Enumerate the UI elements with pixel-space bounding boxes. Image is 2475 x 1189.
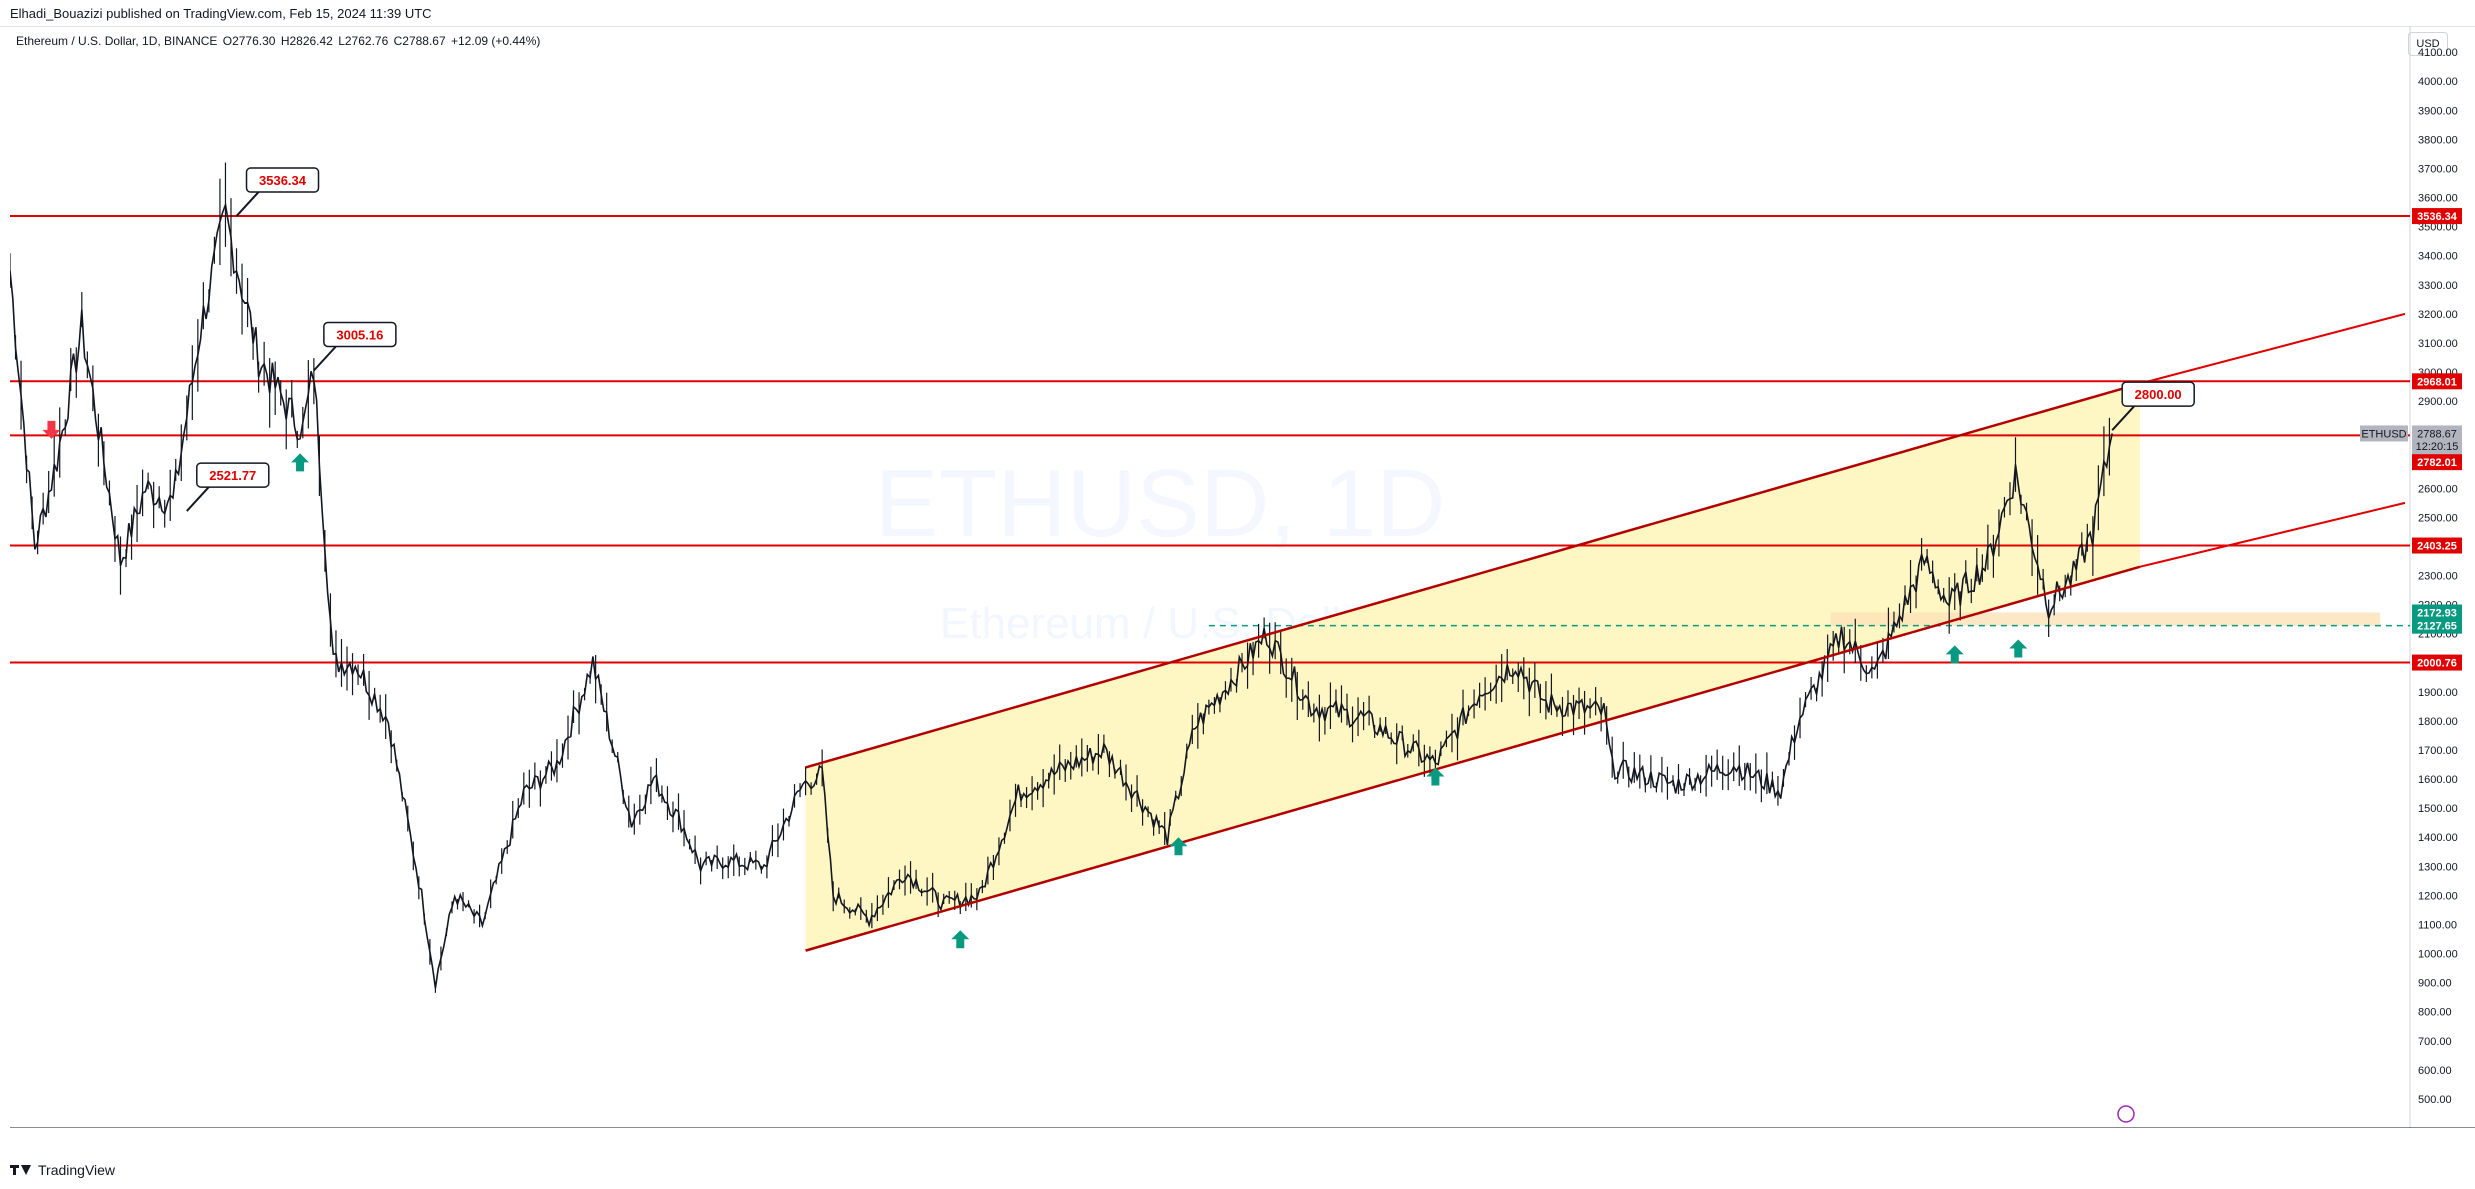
callout-pointer xyxy=(2111,405,2135,431)
y-tick-label: 1400.00 xyxy=(2418,832,2458,844)
callout-label: 3005.16 xyxy=(336,328,383,343)
callout-box xyxy=(323,321,397,348)
arrow-up-icon xyxy=(2009,639,2028,658)
y-tick-label: 1500.00 xyxy=(2418,803,2458,815)
low-value: L2762.76 xyxy=(338,34,389,48)
callout-box xyxy=(196,462,270,488)
axis-price-badge xyxy=(2412,425,2462,442)
axis-price-badge xyxy=(2412,617,2462,634)
arrow-up-icon xyxy=(1426,767,1445,786)
axis-price-text: 2968.01 xyxy=(2417,376,2457,388)
channel-fill xyxy=(805,383,2140,951)
y-tick-label: 700.00 xyxy=(2418,1036,2452,1048)
currency-button[interactable]: USD xyxy=(2408,32,2448,56)
channel-lower-extension xyxy=(2139,501,2406,568)
support-zone xyxy=(1830,612,2381,626)
axis-price-text: 3536.34 xyxy=(2417,211,2458,223)
axis-price-badge xyxy=(2412,373,2462,390)
y-tick-label: 3600.00 xyxy=(2418,193,2458,205)
axis-price-text: 2782.01 xyxy=(2417,457,2457,469)
axis-price-badge xyxy=(2412,537,2462,554)
symbol-info: Ethereum / U.S. Dollar, 1D, BINANCE O277… xyxy=(16,34,542,48)
y-tick-label: 4100.00 xyxy=(2418,47,2458,59)
y-tick-label: 2900.00 xyxy=(2418,396,2458,408)
y-tick-label: 3300.00 xyxy=(2418,280,2458,292)
channel-upper-line xyxy=(805,382,2141,769)
axis-price-badge xyxy=(2412,604,2462,621)
arrow-up-icon xyxy=(951,930,970,949)
axis-price-badge xyxy=(2412,454,2462,471)
brand-name: TradingView xyxy=(38,1162,116,1178)
open-value: O2776.30 xyxy=(222,34,276,48)
y-tick-label: 1000.00 xyxy=(2418,949,2458,961)
arrow-up-icon xyxy=(291,453,310,472)
axis-price-text: 2788.67 xyxy=(2417,428,2457,440)
callout-pointer xyxy=(313,345,337,372)
axis-price-text: 2403.25 xyxy=(2417,541,2457,553)
change-value: +12.09 (+0.44%) xyxy=(451,34,541,48)
axis-price-text: 2127.65 xyxy=(2417,621,2457,633)
axis-symbol-text: ETHUSD xyxy=(2361,428,2406,440)
y-tick-label: 1700.00 xyxy=(2418,745,2458,757)
publish-info: Elhadi_Bouazizi published on TradingView… xyxy=(10,6,432,21)
y-tick-label: 3100.00 xyxy=(2418,338,2458,350)
y-tick-label: 900.00 xyxy=(2418,978,2452,990)
y-tick-label: 1200.00 xyxy=(2418,890,2458,902)
header-bar: Elhadi_Bouazizi published on TradingView… xyxy=(0,0,2475,27)
y-tick-label: 3700.00 xyxy=(2418,163,2458,175)
callout-pointer xyxy=(186,486,210,512)
y-tick-label: 800.00 xyxy=(2418,1007,2452,1019)
y-tick-label: 2600.00 xyxy=(2418,483,2458,495)
y-tick-label: 1100.00 xyxy=(2418,919,2457,931)
axis-price-text: 2000.76 xyxy=(2417,658,2457,670)
callout-pointer xyxy=(235,191,260,217)
lightning-icon xyxy=(2117,1105,2135,1123)
channel-lower-line xyxy=(805,565,2141,952)
tradingview-logo-icon xyxy=(10,1164,32,1176)
arrow-down-icon xyxy=(42,420,61,439)
y-tick-label: 1300.00 xyxy=(2418,861,2458,873)
arrow-up-icon xyxy=(1169,837,1188,856)
y-tick-label: 500.00 xyxy=(2418,1094,2452,1106)
axis-price-text: 2172.93 xyxy=(2417,607,2457,619)
callout-box xyxy=(245,167,320,193)
arrow-up-icon xyxy=(1945,645,1964,664)
y-tick-label: 3900.00 xyxy=(2418,105,2458,117)
symbol-title[interactable]: Ethereum / U.S. Dollar, 1D, BINANCE xyxy=(16,34,218,48)
axis-price-badge xyxy=(2412,654,2462,671)
axis-price-text: 12:20:15 xyxy=(2416,441,2459,453)
close-value: C2788.67 xyxy=(393,34,446,48)
y-tick-label: 2300.00 xyxy=(2418,571,2458,583)
callout-box xyxy=(2121,381,2195,407)
axis-symbol-badge xyxy=(2360,425,2408,442)
y-tick-label: 3800.00 xyxy=(2418,134,2458,146)
y-tick-label: 2500.00 xyxy=(2418,512,2458,524)
price-chart[interactable]: ETHUSD, 1D Ethereum / U.S. Dollar 3536.34 3… xyxy=(10,26,2475,1128)
axis-price-badge xyxy=(2412,208,2462,225)
callout-label: 2521.77 xyxy=(209,468,256,483)
channel-upper-extension xyxy=(2139,312,2406,385)
y-tick-label: 1800.00 xyxy=(2418,716,2458,728)
y-tick-label: 600.00 xyxy=(2418,1065,2452,1077)
y-tick-label: 4000.00 xyxy=(2418,76,2458,88)
callout-label: 2800.00 xyxy=(2135,387,2182,402)
high-value: H2826.42 xyxy=(280,34,333,48)
y-tick-label: 3400.00 xyxy=(2418,251,2458,263)
footer-branding: TradingView xyxy=(10,1162,115,1178)
callout-label: 3536.34 xyxy=(259,173,307,188)
y-tick-label: 1900.00 xyxy=(2418,687,2458,699)
y-tick-label: 3500.00 xyxy=(2418,222,2458,234)
axis-price-badge xyxy=(2412,438,2462,455)
y-tick-label: 1600.00 xyxy=(2418,774,2458,786)
y-tick-label: 3200.00 xyxy=(2418,309,2458,321)
watermark-symbol: ETHUSD, 1D xyxy=(875,450,1446,557)
